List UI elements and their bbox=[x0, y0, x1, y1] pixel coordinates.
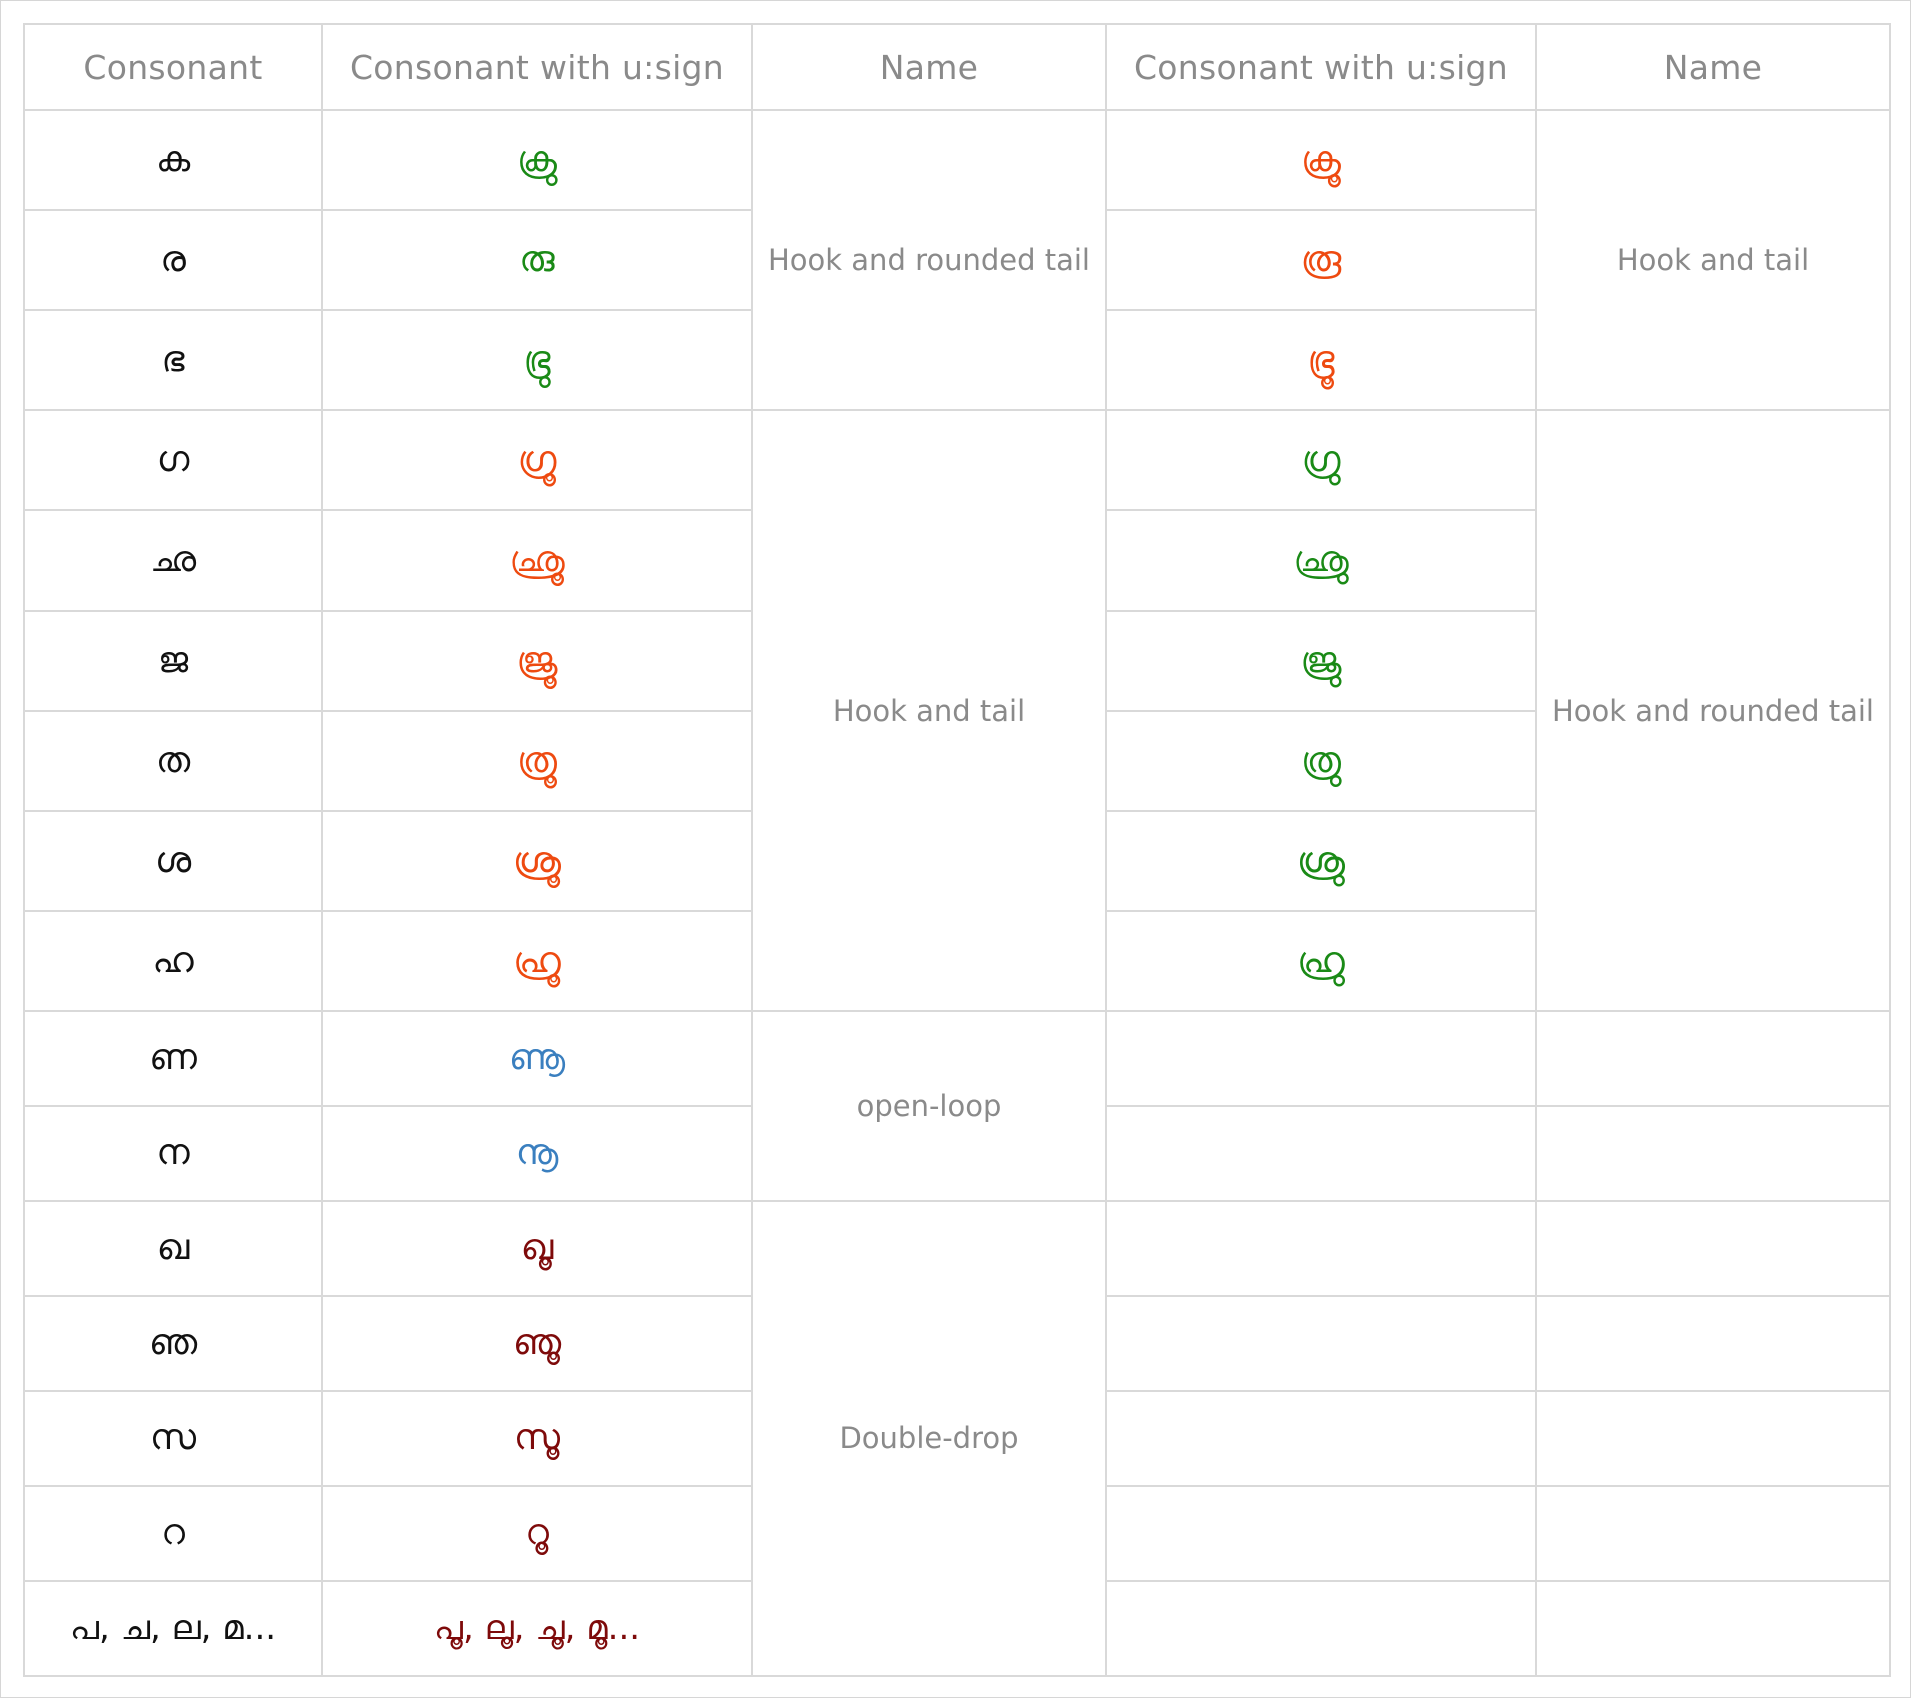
consonant-cell: ഛ bbox=[23, 509, 323, 612]
right-glyph-cell: ഹ്രു bbox=[1105, 909, 1537, 1012]
table-row: സ സൂ bbox=[23, 1389, 1891, 1487]
left-glyph-cell: രു bbox=[321, 209, 753, 312]
table-row: ജ ജ്രൂ ജ്രു bbox=[23, 609, 1890, 712]
right-glyph-cell: ഗ്രു bbox=[1105, 409, 1537, 512]
table-row: ഭ ഭ്രു ഭ്രൂ bbox=[23, 309, 1890, 412]
right-name-cell-empty bbox=[1535, 1579, 1891, 1678]
table-row: ഗ ഗ്രൂ Hook and tail ഗ്രു Hook and round… bbox=[23, 409, 1891, 1012]
malayalam-u-sign-table: Consonant Consonant with u:sign Name Con… bbox=[23, 23, 1891, 1678]
left-glyph-cell: ജ്രൂ bbox=[321, 609, 753, 712]
group-name-left: Double-drop bbox=[751, 1199, 1107, 1678]
consonant-cell: ത bbox=[23, 709, 323, 812]
left-glyph-cell: ഭ്രു bbox=[321, 309, 753, 412]
right-name-cell-empty bbox=[1535, 1294, 1891, 1392]
group-name-right: Hook and rounded tail bbox=[1535, 409, 1891, 1012]
header-consonant-with-u-sign-right: Consonant with u:sign bbox=[1105, 23, 1537, 111]
consonant-cell: ര bbox=[23, 209, 323, 312]
left-glyph-cell: ഗ്രൂ bbox=[321, 409, 753, 512]
group-name-left: open-loop bbox=[751, 1009, 1107, 1202]
consonant-cell: ഗ bbox=[23, 409, 323, 512]
table-row: ര രു രൂ bbox=[23, 209, 1890, 312]
consonant-cell: ജ bbox=[23, 609, 323, 712]
left-glyph-cell: പൂ, ലൂ, ചൂ, മൂ... bbox=[321, 1579, 753, 1678]
table-row: ഛ ഛ്രൂ ഛ്രു bbox=[23, 509, 1890, 612]
right-glyph-cell-empty bbox=[1105, 1579, 1537, 1678]
table-row: ഹ ഹ്രൂ ഹ്രു bbox=[23, 909, 1890, 1012]
right-glyph-cell: ത്രു bbox=[1105, 709, 1537, 812]
group-name-left: Hook and rounded tail bbox=[751, 108, 1107, 412]
header-row: Consonant Consonant with u:sign Name Con… bbox=[23, 23, 1891, 111]
table-row: റ റൂ bbox=[23, 1484, 1891, 1582]
right-glyph-cell: ഭ്രൂ bbox=[1105, 309, 1537, 412]
header-name-left: Name bbox=[751, 23, 1107, 111]
consonant-cell: ന bbox=[23, 1104, 323, 1202]
left-glyph-cell: ക്രു bbox=[321, 108, 753, 212]
table-row: ണ ണൂ open-loop bbox=[23, 1009, 1891, 1202]
table-row: ന നൂ bbox=[23, 1104, 1891, 1202]
left-glyph-cell: സൂ bbox=[321, 1389, 753, 1487]
consonant-cell: ക bbox=[23, 108, 323, 212]
consonant-cell: ണ bbox=[23, 1009, 323, 1107]
table-row: ത ത്രൂ ത്രു bbox=[23, 709, 1890, 812]
right-glyph-cell-empty bbox=[1105, 1009, 1537, 1107]
consonant-cell: ഖ bbox=[23, 1199, 323, 1297]
consonant-cell: റ bbox=[23, 1484, 323, 1582]
right-glyph-cell: ഛ്രു bbox=[1105, 509, 1537, 612]
table-row: ശ ശ്രൂ ശ്രു bbox=[23, 809, 1890, 912]
consonant-cell: സ bbox=[23, 1389, 323, 1487]
right-name-cell-empty bbox=[1535, 1484, 1891, 1582]
header-name-right: Name bbox=[1535, 23, 1891, 111]
right-glyph-cell: ശ്രു bbox=[1105, 809, 1537, 912]
consonant-cell: ഞ bbox=[23, 1294, 323, 1392]
table-row: ഞ ഞൂ bbox=[23, 1294, 1891, 1392]
right-glyph-cell: ക്രൂ bbox=[1105, 108, 1537, 212]
right-name-cell-empty bbox=[1535, 1389, 1891, 1487]
header-consonant-with-u-sign-left: Consonant with u:sign bbox=[321, 23, 753, 111]
left-glyph-cell: ഛ്രൂ bbox=[321, 509, 753, 612]
consonant-cell: ശ bbox=[23, 809, 323, 912]
group-name-left: Hook and tail bbox=[751, 409, 1107, 1012]
left-glyph-cell: ത്രൂ bbox=[321, 709, 753, 812]
left-glyph-cell: ഖൂ bbox=[321, 1199, 753, 1297]
right-glyph-cell-empty bbox=[1105, 1484, 1537, 1582]
table-row: പ, ച, ല, മ... പൂ, ലൂ, ചൂ, മൂ... bbox=[23, 1579, 1891, 1678]
left-glyph-cell: ഹ്രൂ bbox=[321, 909, 753, 1012]
group-name-right: Hook and tail bbox=[1535, 108, 1891, 412]
table-row: ഖ ഖൂ Double-drop bbox=[23, 1199, 1891, 1678]
table-row: ക ക്രു Hook and rounded tail ക്രൂ Hook a… bbox=[23, 108, 1891, 412]
left-glyph-cell: ഞൂ bbox=[321, 1294, 753, 1392]
right-glyph-cell-empty bbox=[1105, 1294, 1537, 1392]
left-glyph-cell: റൂ bbox=[321, 1484, 753, 1582]
right-glyph-cell-empty bbox=[1105, 1199, 1537, 1297]
left-glyph-cell: നൂ bbox=[321, 1104, 753, 1202]
right-name-cell-empty bbox=[1535, 1104, 1891, 1202]
right-name-cell-empty bbox=[1535, 1199, 1891, 1297]
right-name-cell-empty bbox=[1535, 1009, 1891, 1107]
right-glyph-cell-empty bbox=[1105, 1389, 1537, 1487]
left-glyph-cell: ണൂ bbox=[321, 1009, 753, 1107]
right-glyph-cell: ജ്രു bbox=[1105, 609, 1537, 712]
consonant-cell: ഭ bbox=[23, 309, 323, 412]
header-consonant: Consonant bbox=[23, 23, 323, 111]
right-glyph-cell-empty bbox=[1105, 1104, 1537, 1202]
consonant-cell: പ, ച, ല, മ... bbox=[23, 1579, 323, 1678]
right-glyph-cell: രൂ bbox=[1105, 209, 1537, 312]
consonant-cell: ഹ bbox=[23, 909, 323, 1012]
left-glyph-cell: ശ്രൂ bbox=[321, 809, 753, 912]
